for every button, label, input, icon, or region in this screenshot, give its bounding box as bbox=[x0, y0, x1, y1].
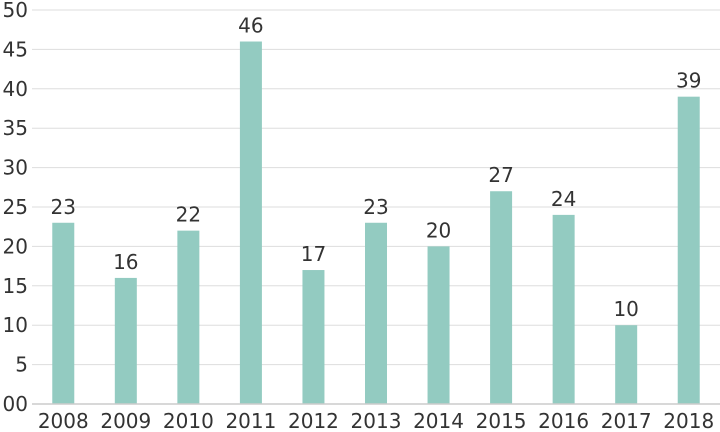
y-tick-label: 45 bbox=[3, 37, 28, 61]
bar-value-label: 24 bbox=[551, 187, 576, 211]
x-tick-label: 2013 bbox=[351, 409, 402, 432]
x-tick-label: 2009 bbox=[100, 409, 151, 432]
bar bbox=[52, 222, 75, 404]
bar-value-label: 16 bbox=[113, 250, 138, 274]
bar bbox=[239, 41, 262, 405]
y-tick-label: 25 bbox=[3, 195, 28, 219]
bar bbox=[302, 270, 325, 404]
y-tick-label: 50 bbox=[3, 0, 28, 22]
bar bbox=[365, 222, 387, 404]
x-tick-label: 2018 bbox=[663, 409, 714, 432]
y-tick-label: 30 bbox=[3, 156, 28, 180]
bar-value-label: 46 bbox=[238, 14, 263, 38]
x-tick-label: 2008 bbox=[38, 409, 89, 432]
bar bbox=[490, 191, 513, 404]
bar bbox=[114, 277, 137, 404]
x-tick-label: 2011 bbox=[225, 409, 276, 432]
gridlines bbox=[32, 9, 720, 366]
bar-value-label: 39 bbox=[676, 69, 701, 93]
y-tick-label: 5 bbox=[15, 353, 28, 377]
y-tick-label: 40 bbox=[3, 77, 28, 101]
bar-value-label: 22 bbox=[176, 203, 201, 227]
bar-value-label: 17 bbox=[301, 242, 326, 266]
data-labels: 23 16 22 46 17 23 20 27 24 10 39 bbox=[51, 14, 702, 322]
y-tick-label: 00 bbox=[3, 392, 28, 416]
y-tick-label: 35 bbox=[3, 116, 28, 140]
x-axis: 2008 2009 2010 2011 2012 2013 2014 2015 2016 2017… bbox=[32, 403, 720, 432]
x-tick-label: 2014 bbox=[413, 409, 464, 432]
bar-value-label: 23 bbox=[51, 195, 76, 219]
x-tick-label: 2017 bbox=[601, 409, 652, 432]
bar-value-label: 23 bbox=[363, 195, 388, 219]
bar-value-label: 27 bbox=[488, 163, 513, 187]
bar bbox=[677, 96, 700, 405]
bar bbox=[177, 230, 200, 404]
x-tick-label: 2016 bbox=[538, 409, 589, 432]
y-axis: 00 5 10 15 20 25 30 35 40 45 50 bbox=[3, 0, 28, 416]
bar bbox=[615, 325, 638, 404]
y-tick-label: 20 bbox=[3, 234, 28, 258]
y-tick-label: 10 bbox=[3, 313, 28, 337]
x-tick-label: 2015 bbox=[476, 409, 527, 432]
bars bbox=[52, 41, 700, 405]
y-tick-label: 15 bbox=[3, 274, 28, 298]
bar bbox=[427, 246, 450, 404]
x-tick-label: 2012 bbox=[288, 409, 339, 432]
bar-value-label: 20 bbox=[426, 218, 451, 242]
bar bbox=[552, 214, 575, 404]
bar-value-label: 10 bbox=[613, 297, 638, 321]
x-tick-label: 2010 bbox=[163, 409, 214, 432]
